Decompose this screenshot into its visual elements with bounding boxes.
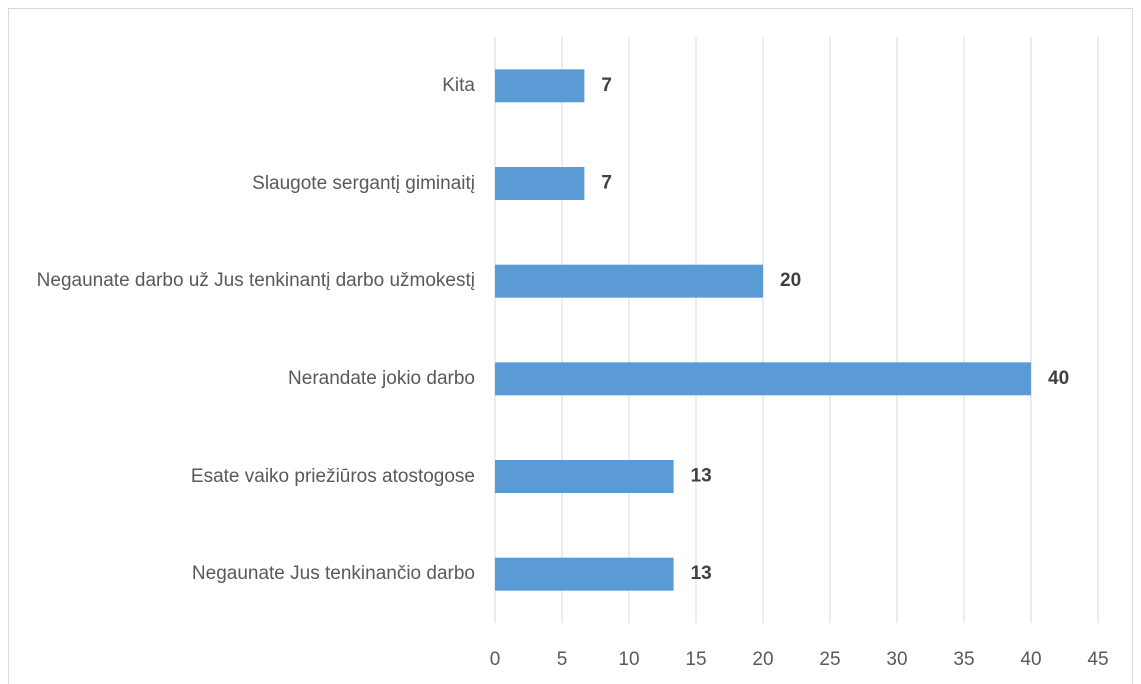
- data-label: 7: [601, 173, 612, 194]
- x-tick-label: 45: [1087, 649, 1108, 670]
- category-label-box: Negaunate Jus tenkinančio darbo: [20, 562, 475, 586]
- x-tick-label: 35: [953, 649, 974, 670]
- y-tick-label: Kita: [442, 74, 475, 96]
- category-label-box: Slaugote sergantį giminaitį: [20, 172, 475, 196]
- bar: [495, 264, 763, 298]
- chart-border: [8, 8, 1133, 684]
- y-tick-label: Esate vaiko priežiūros atostogose: [190, 465, 475, 487]
- x-tick-label: 10: [618, 649, 639, 670]
- x-tick-label: 5: [557, 649, 568, 670]
- bar: [495, 557, 674, 591]
- bar: [495, 167, 585, 200]
- bar: [495, 69, 585, 103]
- x-tick-label: 25: [819, 649, 840, 670]
- y-tick-label: Nerandate jokio darbo: [288, 367, 475, 389]
- y-tick-label: Negaunate Jus tenkinančio darbo: [191, 563, 475, 585]
- category-label-box: Esate vaiko priežiūros atostogose: [20, 465, 475, 489]
- x-tick-label: 30: [886, 649, 907, 670]
- data-label: 20: [780, 270, 801, 291]
- data-label: 13: [691, 466, 712, 487]
- bar: [495, 362, 1031, 396]
- y-tick-label: Negaunate darbo už Jus tenkinantį darbo …: [36, 270, 475, 292]
- y-tick-label: Slaugote sergantį giminaitį: [252, 172, 475, 194]
- x-tick-label: 20: [752, 649, 773, 670]
- category-label-box: Nerandate jokio darbo: [20, 367, 475, 391]
- x-tick-label: 15: [685, 649, 706, 670]
- data-label: 13: [691, 563, 712, 584]
- x-tick-label: 0: [490, 649, 501, 670]
- data-label: 40: [1048, 368, 1069, 389]
- bar: [495, 460, 674, 493]
- category-label-box: Negaunate darbo už Jus tenkinantį darbo …: [20, 269, 475, 293]
- x-tick-label: 40: [1020, 649, 1041, 670]
- category-label-box: Kita: [20, 74, 475, 98]
- data-label: 7: [601, 75, 612, 96]
